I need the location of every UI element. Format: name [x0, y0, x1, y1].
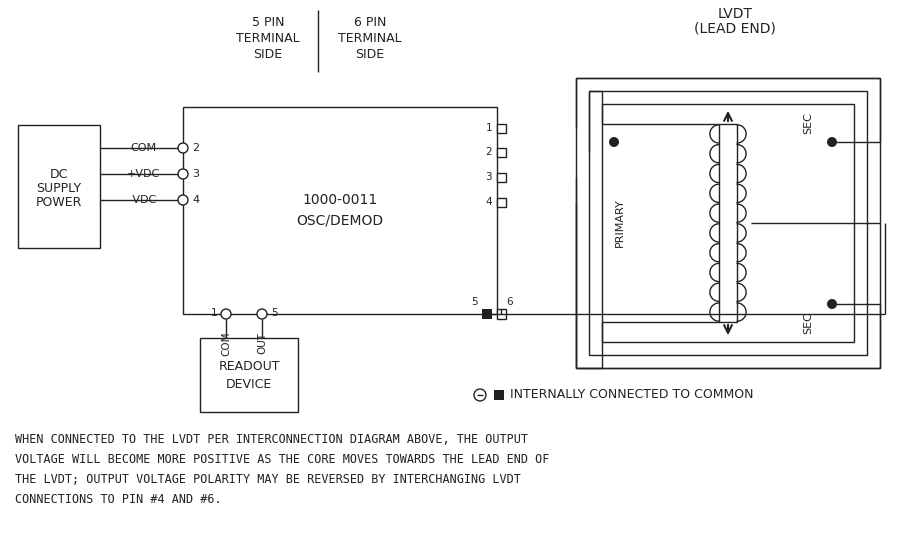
Bar — [482, 309, 492, 319]
Text: 2: 2 — [486, 147, 492, 157]
Circle shape — [474, 389, 486, 401]
Text: 5: 5 — [471, 297, 478, 307]
Circle shape — [827, 299, 837, 309]
Text: INTERNALLY CONNECTED TO COMMON: INTERNALLY CONNECTED TO COMMON — [510, 389, 753, 401]
Text: COM: COM — [221, 332, 231, 357]
Bar — [497, 309, 506, 319]
Text: 1: 1 — [210, 308, 217, 318]
Text: CONNECTIONS TO PIN #4 AND #6.: CONNECTIONS TO PIN #4 AND #6. — [15, 493, 222, 506]
Bar — [497, 148, 506, 157]
Text: VOLTAGE WILL BECOME MORE POSITIVE AS THE CORE MOVES TOWARDS THE LEAD END OF: VOLTAGE WILL BECOME MORE POSITIVE AS THE… — [15, 453, 550, 466]
Text: 3: 3 — [486, 172, 492, 182]
Circle shape — [257, 309, 267, 319]
Bar — [602, 104, 854, 342]
Text: READOUT: READOUT — [218, 359, 279, 372]
Text: COM: COM — [130, 143, 156, 153]
Bar — [497, 173, 506, 182]
Text: (LEAD END): (LEAD END) — [694, 21, 776, 35]
Bar — [497, 197, 506, 206]
Text: 3: 3 — [192, 169, 199, 179]
Bar — [497, 124, 506, 132]
Text: WHEN CONNECTED TO THE LVDT PER INTERCONNECTION DIAGRAM ABOVE, THE OUTPUT: WHEN CONNECTED TO THE LVDT PER INTERCONN… — [15, 433, 528, 446]
Text: 4: 4 — [192, 195, 199, 205]
Text: 5: 5 — [271, 308, 278, 318]
Circle shape — [827, 137, 837, 147]
Text: OUT: OUT — [257, 332, 267, 354]
Text: +VDC: +VDC — [126, 169, 160, 179]
Text: PRIMARY: PRIMARY — [615, 198, 625, 248]
Text: 6: 6 — [506, 297, 512, 307]
Text: SEC: SEC — [803, 312, 813, 334]
Text: SEC: SEC — [803, 112, 813, 134]
Bar — [494, 390, 504, 400]
Text: 4: 4 — [486, 197, 492, 207]
Text: -VDC: -VDC — [130, 195, 157, 205]
Text: TERMINAL: TERMINAL — [236, 31, 299, 45]
Text: DEVICE: DEVICE — [226, 377, 272, 391]
Circle shape — [178, 195, 188, 205]
Bar — [719, 124, 737, 322]
Text: SIDE: SIDE — [355, 48, 384, 60]
Bar — [18, 125, 100, 248]
Text: 6 PIN: 6 PIN — [354, 16, 386, 29]
Text: SUPPLY: SUPPLY — [37, 182, 81, 195]
Text: 2: 2 — [192, 143, 199, 153]
Circle shape — [178, 169, 188, 179]
Circle shape — [178, 143, 188, 153]
Bar — [200, 338, 298, 412]
Bar — [183, 107, 497, 314]
Text: DC: DC — [50, 168, 68, 181]
Circle shape — [221, 309, 231, 319]
Circle shape — [609, 137, 619, 147]
Text: POWER: POWER — [36, 196, 82, 209]
Text: OSC/DEMOD: OSC/DEMOD — [297, 214, 383, 228]
Bar — [589, 91, 867, 355]
Text: LVDT: LVDT — [718, 7, 752, 21]
Text: TERMINAL: TERMINAL — [338, 31, 402, 45]
Text: 1: 1 — [486, 123, 492, 133]
Text: 5 PIN: 5 PIN — [252, 16, 284, 29]
Text: 1000-0011: 1000-0011 — [302, 193, 378, 207]
Text: SIDE: SIDE — [254, 48, 282, 60]
Text: THE LVDT; OUTPUT VOLTAGE POLARITY MAY BE REVERSED BY INTERCHANGING LVDT: THE LVDT; OUTPUT VOLTAGE POLARITY MAY BE… — [15, 473, 521, 486]
Bar — [576, 78, 880, 368]
